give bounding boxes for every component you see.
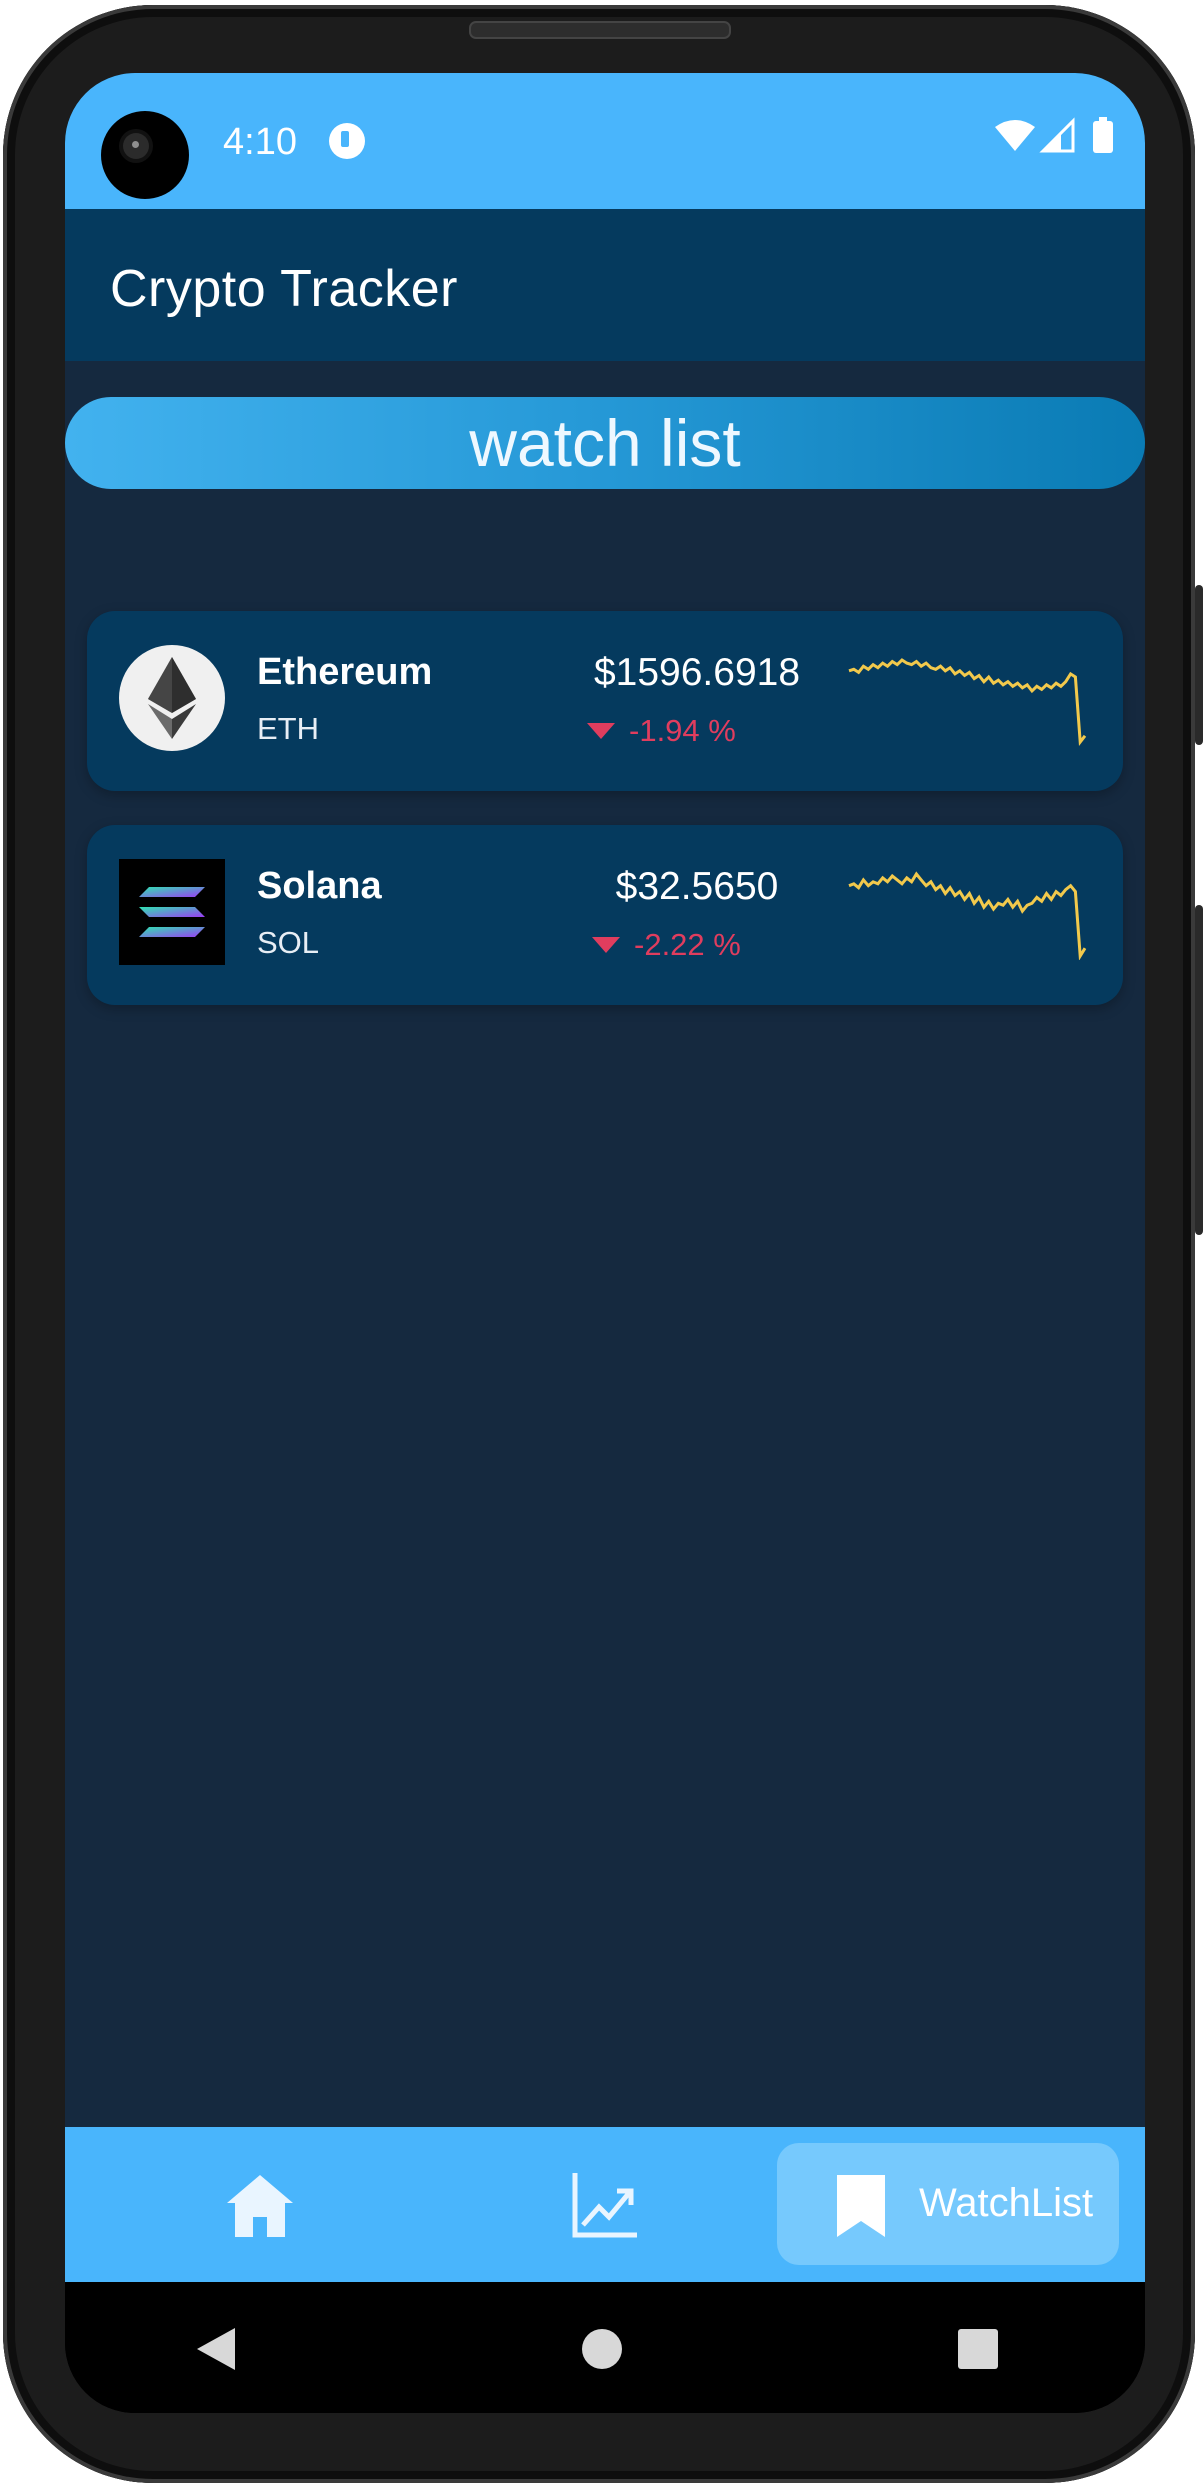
ethereum-logo-icon xyxy=(119,645,225,751)
coin-price: $1596.6918 xyxy=(593,651,801,694)
status-bar: 4:10 xyxy=(65,73,1145,209)
notification-app-icon xyxy=(329,123,365,159)
system-navigation-bar xyxy=(65,2282,1145,2413)
nav-market[interactable] xyxy=(571,2171,639,2244)
phone-frame: 4:10 Crypto T xyxy=(3,5,1203,2483)
price-sparkline xyxy=(848,871,1087,960)
down-arrow-icon xyxy=(587,722,615,739)
recents-icon[interactable] xyxy=(957,2328,999,2370)
coin-name: Ethereum xyxy=(257,651,433,693)
solana-logo-icon xyxy=(119,859,225,965)
sparkline-line xyxy=(848,658,1087,746)
status-icons xyxy=(993,117,1123,161)
battery-icon xyxy=(1093,117,1113,153)
sparkline-line xyxy=(848,871,1087,960)
price-change-value: -1.94 % xyxy=(629,713,736,748)
watchlist-page: watch list Ethereum ETH $1596.6918 -1 xyxy=(65,361,1145,2195)
wifi-icon xyxy=(995,120,1035,151)
screen: 4:10 Crypto T xyxy=(65,73,1145,2413)
price-sparkline xyxy=(848,658,1087,746)
home-button-icon[interactable] xyxy=(581,2328,623,2370)
earpiece-speaker xyxy=(469,21,731,39)
front-camera xyxy=(101,111,189,199)
nav-watchlist[interactable]: WatchList xyxy=(777,2143,1119,2265)
down-arrow-icon xyxy=(592,936,620,953)
volume-button[interactable] xyxy=(1195,585,1203,745)
app-bar: Crypto Tracker xyxy=(65,209,1145,361)
price-change-value: -2.22 % xyxy=(634,927,741,962)
bookmark-icon xyxy=(837,2175,885,2237)
chart-trend-icon xyxy=(572,2173,637,2238)
price-change: -2.22 % xyxy=(592,927,741,963)
back-icon[interactable] xyxy=(195,2326,237,2372)
coin-name: Solana xyxy=(257,865,382,907)
coin-card-ethereum[interactable]: Ethereum ETH $1596.6918 -1.94 % xyxy=(87,611,1123,791)
bottom-navigation: WatchList xyxy=(65,2127,1145,2282)
coin-symbol: ETH xyxy=(257,711,319,746)
watchlist-header: watch list xyxy=(65,397,1145,489)
nav-watchlist-label: WatchList xyxy=(919,2181,1094,2225)
nav-home[interactable] xyxy=(225,2173,295,2244)
home-icon xyxy=(227,2175,293,2237)
coin-card-solana[interactable]: Solana SOL $32.5650 -2.22 % xyxy=(87,825,1123,1005)
price-change: -1.94 % xyxy=(587,713,736,749)
signal-icon xyxy=(1039,117,1075,153)
coin-price: $32.5650 xyxy=(615,865,779,908)
coin-symbol: SOL xyxy=(257,925,320,960)
status-time: 4:10 xyxy=(223,121,297,163)
app-title: Crypto Tracker xyxy=(110,260,458,318)
power-button[interactable] xyxy=(1195,905,1203,1235)
